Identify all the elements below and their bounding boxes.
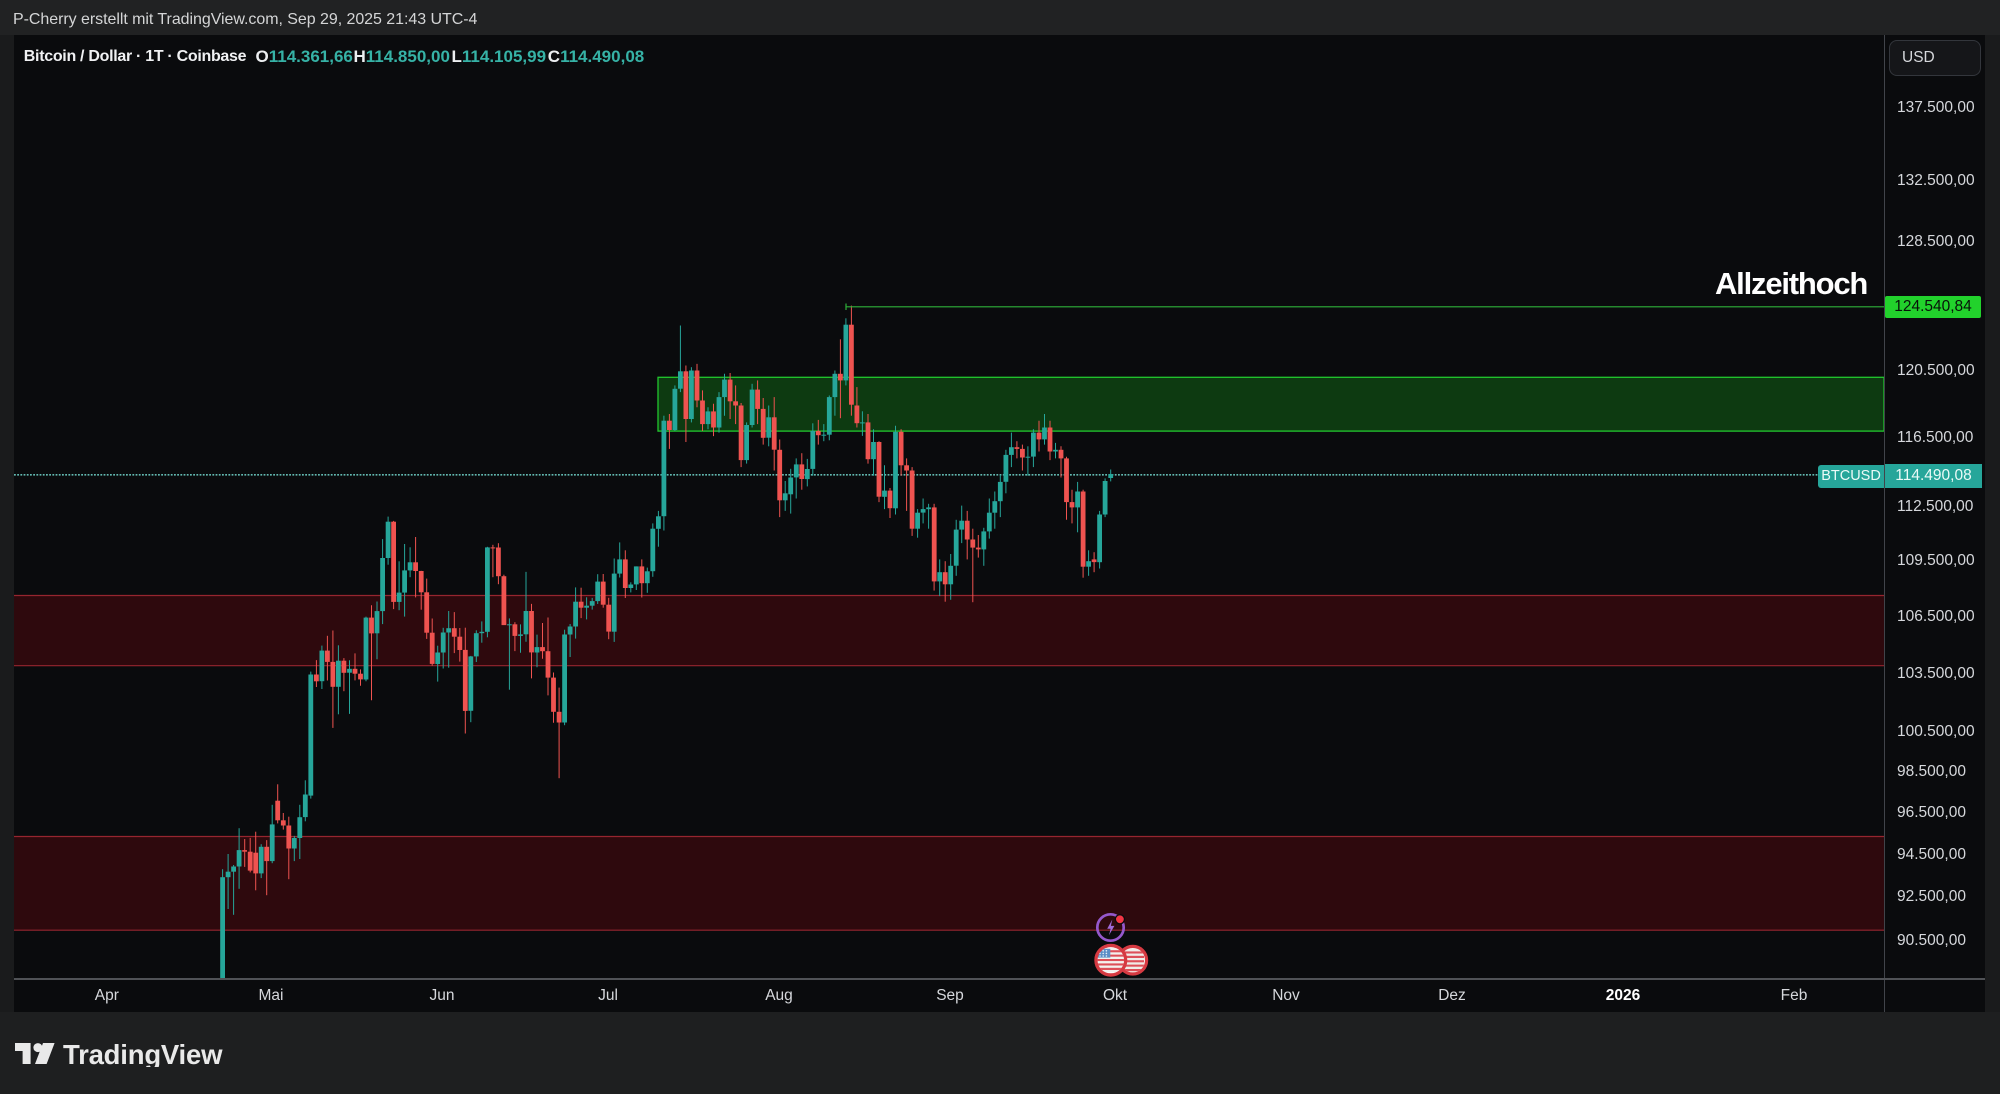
svg-text:TradingView: TradingView [63,1043,223,1067]
